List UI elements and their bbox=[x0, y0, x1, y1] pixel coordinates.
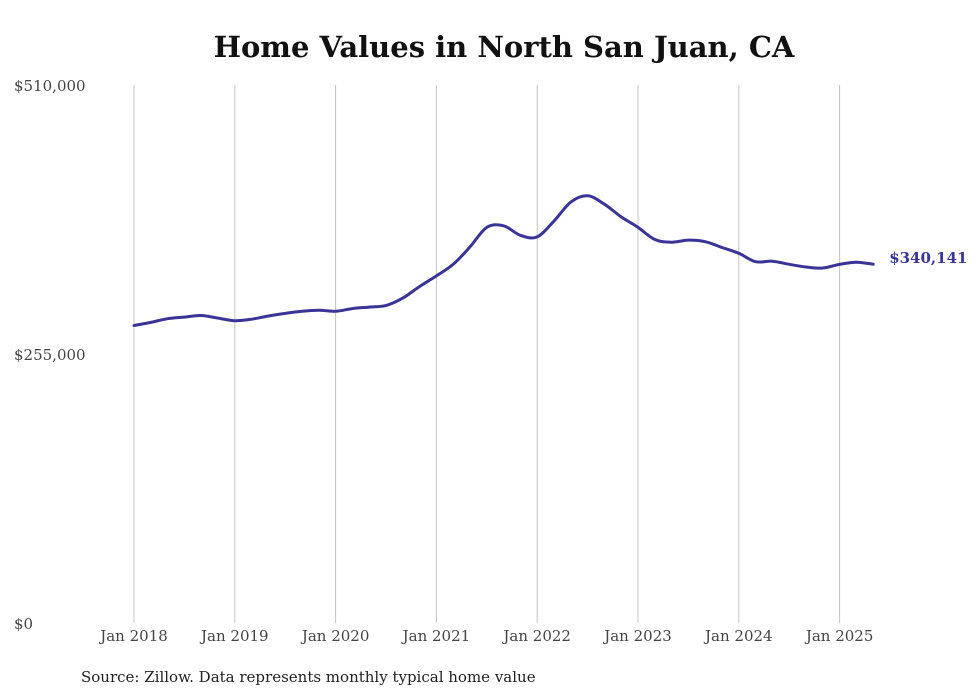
y-axis-ticks: $0 $255,000 $510,000 bbox=[14, 77, 86, 633]
y-tick-label: $255,000 bbox=[14, 346, 86, 364]
y-tick-label: $0 bbox=[14, 615, 33, 633]
x-tick-label: Jan 2022 bbox=[501, 627, 571, 645]
end-value-label: $340,141 bbox=[889, 249, 967, 267]
chart-title: Home Values in North San Juan, CA bbox=[213, 30, 795, 64]
y-tick-label: $510,000 bbox=[14, 77, 86, 95]
x-tick-label: Jan 2019 bbox=[199, 627, 269, 645]
x-tick-label: Jan 2018 bbox=[98, 627, 168, 645]
series-line bbox=[132, 194, 875, 327]
x-tick-label: Jan 2024 bbox=[703, 627, 773, 645]
series-layer: $340,141 bbox=[132, 194, 967, 327]
x-tick-label: Jan 2025 bbox=[804, 627, 874, 645]
x-tick-label: Jan 2021 bbox=[401, 627, 471, 645]
source-note: Source: Zillow. Data represents monthly … bbox=[81, 668, 536, 686]
gridlines bbox=[133, 85, 841, 623]
x-axis-ticks: Jan 2018 Jan 2019 Jan 2020 Jan 2021 Jan 2022… bbox=[98, 627, 873, 645]
x-tick-label: Jan 2020 bbox=[300, 627, 370, 645]
x-tick-label: Jan 2023 bbox=[602, 627, 672, 645]
